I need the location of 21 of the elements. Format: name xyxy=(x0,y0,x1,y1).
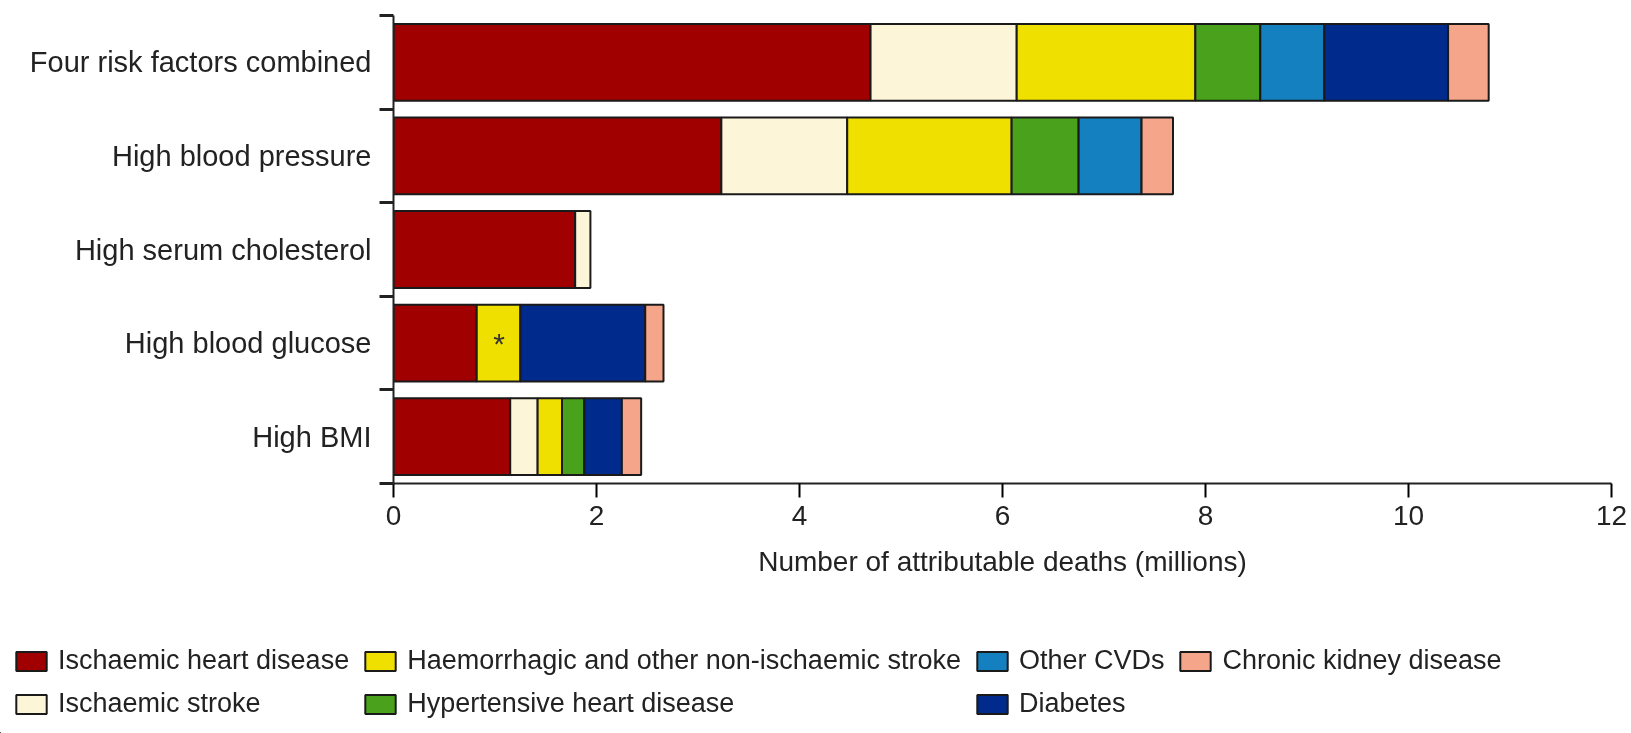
legend-label: Ischaemic stroke xyxy=(58,688,261,719)
legend-label: Diabetes xyxy=(1018,688,1126,719)
x-tick-label: 8 xyxy=(1197,499,1214,531)
legend-label: Haemorrhagic and other non-ischaemic stroke xyxy=(407,645,961,676)
x-tick-label: 12 xyxy=(1595,499,1628,531)
x-tick-label: 2 xyxy=(588,499,605,531)
x-tick-label: 10 xyxy=(1392,499,1425,531)
y-tick-label: High blood glucose xyxy=(124,327,372,360)
y-tick-label: High BMI xyxy=(252,420,372,453)
x-tick-label: 4 xyxy=(791,499,808,531)
annotation: * xyxy=(493,326,506,360)
legend-label: Hypertensive heart disease xyxy=(407,688,735,719)
y-tick-label: High serum cholesterol xyxy=(74,233,372,266)
legend-label: Chronic kidney disease xyxy=(1222,645,1502,676)
y-tick-label: High blood pressure xyxy=(111,139,372,172)
x-tick-label: 0 xyxy=(385,499,402,531)
x-axis-title: Number of attributable deaths (millions) xyxy=(758,545,1247,577)
legend-label: Other CVDs xyxy=(1018,645,1165,676)
legend-label: Ischaemic heart disease xyxy=(58,645,350,676)
y-tick-label: Four risk factors combined xyxy=(29,46,372,79)
x-tick-label: 6 xyxy=(994,499,1011,531)
